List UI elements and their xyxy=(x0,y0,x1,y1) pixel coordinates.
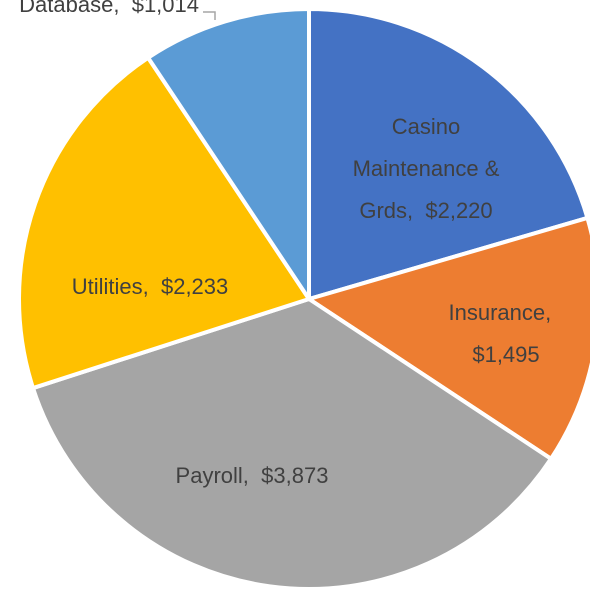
label-line: Insurance xyxy=(449,300,546,325)
data-label-separator: , xyxy=(545,300,551,325)
label-line: Database xyxy=(19,0,113,17)
pie-slice xyxy=(31,297,554,591)
data-label-name: Casino Maintenance & Grds xyxy=(353,114,506,223)
label-line: Payroll xyxy=(176,463,243,488)
leader-line xyxy=(203,11,216,20)
data-label-name: Database xyxy=(19,0,113,17)
data-label-value: $3,873 xyxy=(261,463,328,488)
data-label-name: Payroll xyxy=(176,463,243,488)
data-label-value: $2,220 xyxy=(425,198,492,223)
data-label-value: $1,495 xyxy=(472,342,539,367)
label-line: Utilities xyxy=(72,274,143,299)
pie-slice xyxy=(307,215,590,461)
data-label-separator: , xyxy=(243,463,249,488)
label-line: Casino xyxy=(392,114,467,139)
data-label-name: Insurance xyxy=(449,300,546,325)
data-label-separator: , xyxy=(407,198,413,223)
data-label-value: $1,014 xyxy=(132,0,199,17)
data-label-separator: , xyxy=(143,274,149,299)
pie-slice xyxy=(17,55,311,391)
data-label-separator: , xyxy=(113,0,119,17)
pie-slice xyxy=(307,7,590,301)
data-label-name: Utilities xyxy=(72,274,143,299)
label-line: Maintenance & xyxy=(353,156,506,181)
label-line: Grds xyxy=(359,198,407,223)
data-label-value: $2,233 xyxy=(161,274,228,299)
pie-slice xyxy=(146,7,311,301)
